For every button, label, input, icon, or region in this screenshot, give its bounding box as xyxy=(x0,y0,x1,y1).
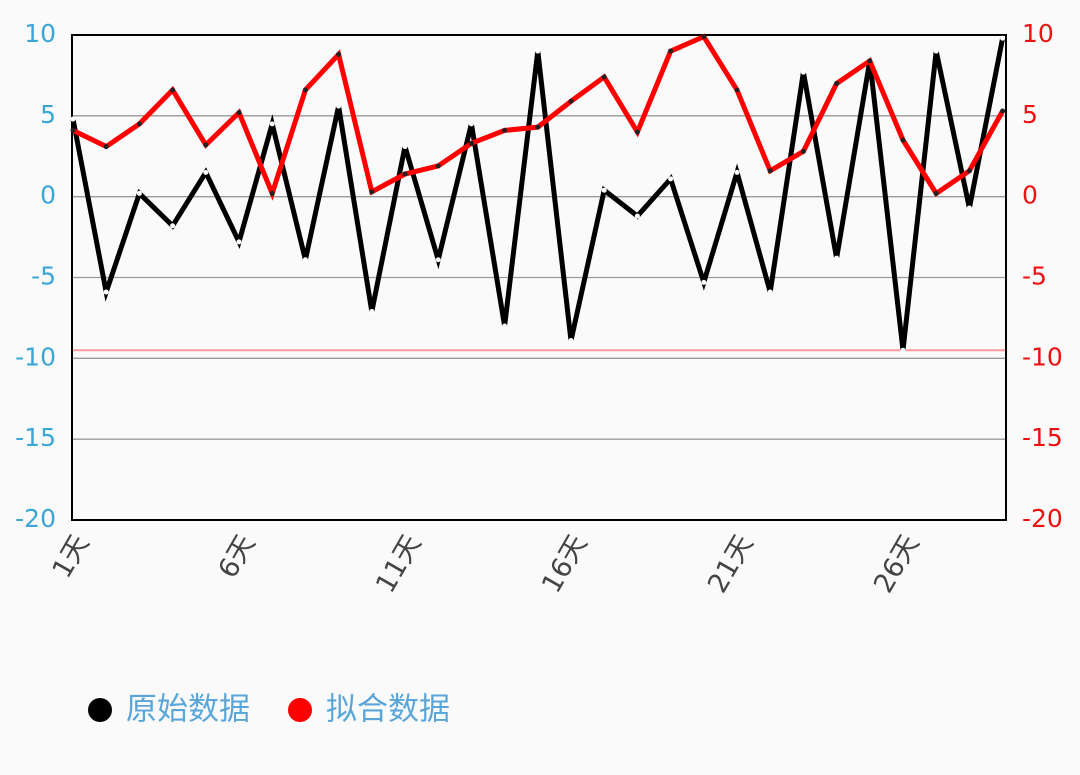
data-point xyxy=(966,205,972,211)
data-point xyxy=(269,121,275,127)
legend-marker xyxy=(88,698,112,722)
x-tick-label: 6天 xyxy=(213,530,262,584)
data-point xyxy=(834,255,840,261)
data-point xyxy=(701,279,707,285)
y2-tick-label: -20 xyxy=(1022,504,1063,533)
x-tick-label: 11天 xyxy=(370,530,428,599)
data-point xyxy=(900,347,906,353)
y2-tick-label: 5 xyxy=(1022,100,1038,129)
data-point xyxy=(336,51,342,57)
data-point xyxy=(136,190,142,196)
data-point xyxy=(1000,108,1006,114)
data-point xyxy=(767,168,773,174)
y-tick-label: 5 xyxy=(40,100,56,129)
data-point xyxy=(601,187,607,193)
y-tick-label: -15 xyxy=(15,423,56,452)
data-point xyxy=(568,98,574,104)
data-point xyxy=(302,257,308,263)
data-point xyxy=(800,148,806,154)
data-point xyxy=(170,223,176,229)
data-point xyxy=(336,103,342,109)
data-point xyxy=(103,289,109,295)
plot-border xyxy=(71,34,1007,521)
y-tick-label: -20 xyxy=(15,504,56,533)
data-point xyxy=(734,169,740,175)
data-point xyxy=(203,142,209,148)
data-point xyxy=(468,121,474,127)
data-point xyxy=(601,74,607,80)
data-point xyxy=(668,176,674,182)
data-point xyxy=(1000,35,1006,41)
x-tick-label: 1天 xyxy=(47,530,96,584)
data-point xyxy=(369,308,375,314)
legend-label: 拟合数据 xyxy=(326,692,450,728)
data-point xyxy=(236,239,242,245)
data-point xyxy=(70,116,76,122)
x-tick-label: 16天 xyxy=(536,530,594,599)
data-point xyxy=(502,127,508,133)
data-point xyxy=(933,190,939,196)
y2-tick-label: 10 xyxy=(1022,19,1054,48)
data-point xyxy=(668,48,674,54)
data-point xyxy=(535,48,541,54)
y2-tick-label: 0 xyxy=(1022,181,1038,210)
data-point xyxy=(302,87,308,93)
data-point xyxy=(402,144,408,150)
data-point xyxy=(834,81,840,86)
data-point xyxy=(933,48,939,54)
data-point xyxy=(236,110,242,116)
y-tick-label: 0 xyxy=(40,181,56,210)
legend-label: 原始数据 xyxy=(126,692,250,728)
data-point xyxy=(70,127,76,133)
data-point xyxy=(966,168,972,174)
y-tick-label: -10 xyxy=(15,342,56,371)
legend-marker xyxy=(288,698,312,722)
data-point xyxy=(170,87,176,93)
data-point xyxy=(402,171,408,177)
data-point xyxy=(568,338,574,344)
data-point xyxy=(369,189,375,195)
data-point xyxy=(269,190,275,196)
data-point xyxy=(701,34,707,40)
data-point xyxy=(734,87,740,93)
data-point xyxy=(535,124,541,130)
y-tick-label: 10 xyxy=(24,19,56,48)
y2-tick-label: -10 xyxy=(1022,342,1063,371)
x-tick-label: 21天 xyxy=(702,530,760,599)
data-point xyxy=(767,289,773,295)
data-point xyxy=(136,121,142,127)
data-point xyxy=(867,58,873,64)
data-point xyxy=(103,144,109,150)
data-point xyxy=(900,137,906,143)
data-point xyxy=(435,163,441,169)
data-point xyxy=(435,257,441,263)
data-point xyxy=(203,169,209,175)
data-point xyxy=(800,69,806,75)
data-point xyxy=(634,213,640,219)
x-tick-label: 26天 xyxy=(868,530,926,599)
y2-tick-label: -5 xyxy=(1022,262,1047,291)
y2-tick-label: -15 xyxy=(1022,423,1063,452)
data-point xyxy=(468,140,474,146)
y-tick-label: -5 xyxy=(31,262,56,291)
data-point xyxy=(502,323,508,329)
data-point xyxy=(634,129,640,135)
